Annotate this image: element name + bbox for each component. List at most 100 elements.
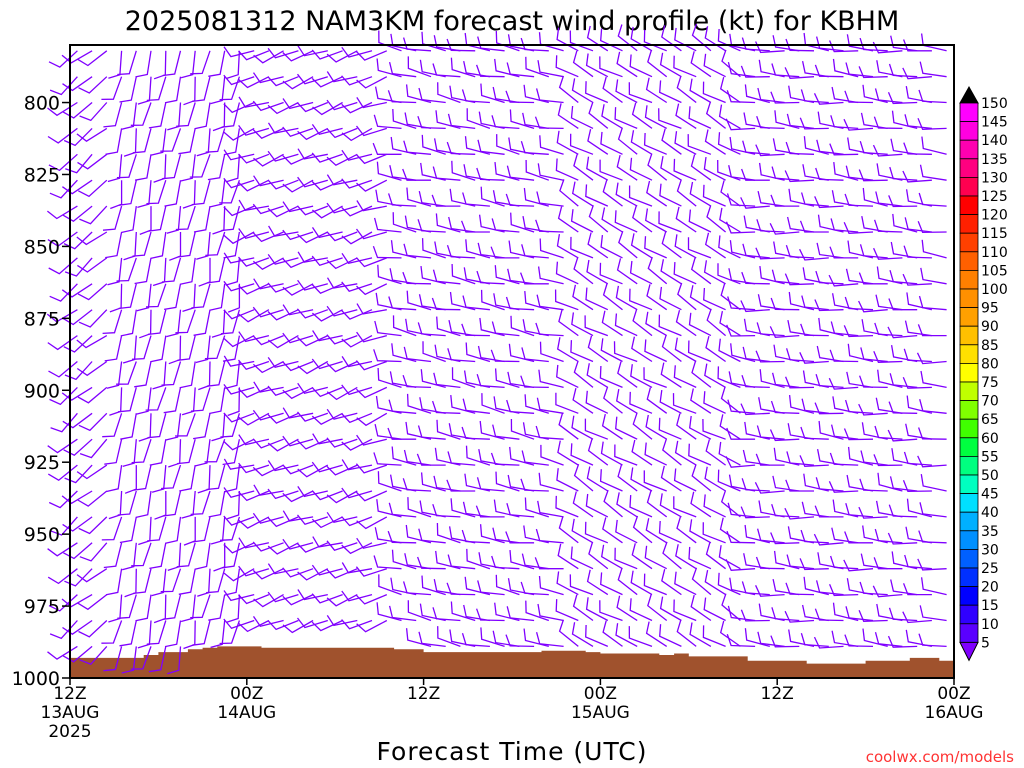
wind-barb [204,335,226,360]
wind-barb [599,262,623,285]
wind-barb [662,438,682,466]
wind-barb [151,568,167,597]
wind-barb [845,62,874,78]
wind-barb [859,37,888,52]
wind-barb [76,360,108,377]
wind-barb [659,286,682,311]
wind-barb [78,309,108,328]
colorbar-label: 110 [981,245,1008,261]
wind-barb [267,282,299,293]
wind-barb [616,51,638,78]
wind-barb [555,392,579,414]
wind-barb [600,544,623,570]
wind-barb [102,413,123,438]
wind-barb [49,179,78,199]
colorbar-swatch [959,586,979,606]
wind-barb [282,76,314,90]
wind-barb [326,540,358,551]
wind-barb [356,516,388,530]
wind-barb [134,257,152,285]
colorbar-swatch [959,176,979,197]
wind-barb [191,283,211,309]
wind-barb [557,103,579,129]
wind-barb [874,632,903,648]
wind-barb [740,609,770,622]
wind-barb [402,581,432,596]
wind-barb [494,162,520,181]
wind-barb [645,414,668,440]
wind-barb [741,37,770,52]
wind-barb [77,283,108,301]
wind-barb [238,490,270,502]
wind-barb [311,593,343,604]
wind-barb [539,238,564,259]
wind-barb [297,438,329,450]
wind-barb [431,194,461,207]
wind-barb [388,61,417,78]
wind-barb [535,528,564,544]
wind-barb [297,382,328,394]
wind-barb [704,363,726,388]
wind-barb [814,299,844,312]
wind-barb [341,281,373,292]
wind-barb [587,438,609,466]
wind-barb [727,296,756,311]
colorbar-swatch [959,344,979,364]
wind-barb [253,381,284,393]
wind-barb [801,295,829,311]
wind-barb [873,116,903,130]
wind-barb [238,179,270,192]
colorbar-label: 25 [981,561,999,577]
wind-barbs [46,23,947,675]
wind-barb [178,568,196,595]
wind-barb [690,51,712,78]
wind-barb [147,413,167,439]
wind-barb [755,556,785,570]
wind-barb [461,529,490,544]
wind-barb [194,542,211,570]
wind-barb [691,567,712,596]
wind-barb [225,361,241,390]
colorbar-swatch [959,530,979,550]
wind-barb [647,153,668,181]
wind-barb [420,472,446,492]
wind-barb [519,272,549,285]
wind-barb [176,542,196,568]
wind-barb [718,104,741,129]
wind-barb [887,92,918,105]
wind-barb [205,128,226,153]
wind-barb [163,387,182,414]
x-tick-label: 12Z [53,684,86,704]
wind-barb [436,419,461,440]
colorbar-swatch [959,511,979,532]
wind-barb [476,167,505,181]
wind-barb [917,324,947,337]
wind-barb [341,356,373,368]
wind-barb [537,603,564,622]
wind-barb [180,257,196,285]
wind-barb [801,398,829,414]
wind-barb [917,221,947,234]
wind-barb [555,599,579,622]
wind-barb [645,77,668,104]
wind-barb [477,36,505,52]
wind-barb [555,158,579,181]
wind-barb [687,237,712,259]
wind-barb [150,335,167,363]
colorbar-swatch [959,269,979,290]
wind-barb [492,527,520,544]
wind-barb [450,498,476,518]
wind-barb [721,593,741,621]
wind-barb [615,285,638,311]
wind-barb [814,505,844,518]
wind-barb [179,464,196,492]
colorbar-swatch [959,381,979,402]
wind-barb [921,239,947,259]
wind-barb [373,452,402,466]
wind-barb [205,231,226,257]
wind-barb [600,572,623,596]
wind-barb [76,464,108,480]
wind-barb [602,283,623,311]
wind-barb [769,326,800,338]
wind-barb [800,323,829,337]
